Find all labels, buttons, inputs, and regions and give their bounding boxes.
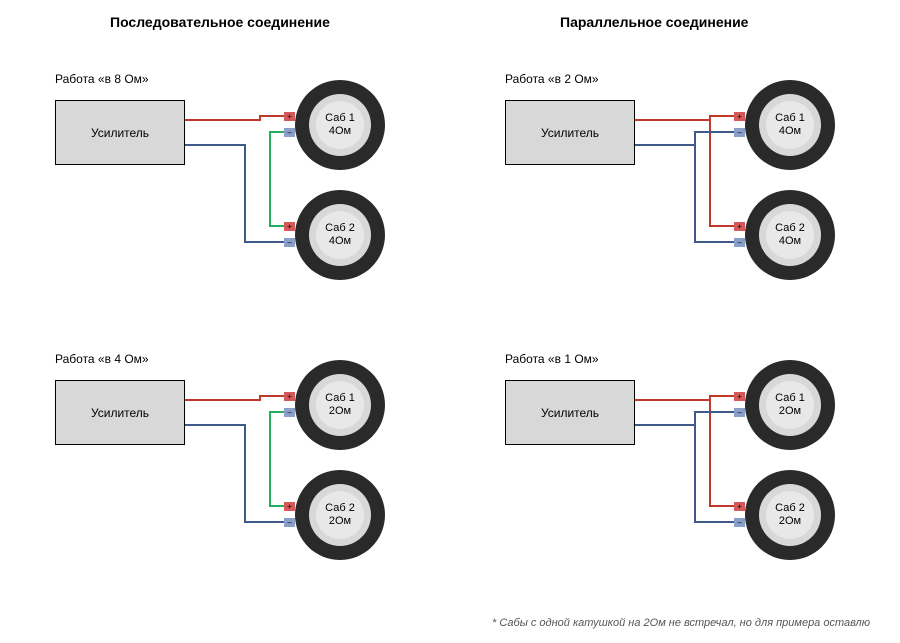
sub2-label: Саб 2: [775, 502, 805, 515]
panel-parallel-2ohm: Работа «в 2 Ом» Усилитель Саб 1 4Ом + – …: [485, 60, 865, 320]
terminal-plus-icon: +: [284, 112, 295, 121]
title-series: Последовательное соединение: [110, 14, 330, 30]
terminal-plus-icon: +: [734, 222, 745, 231]
sub1-label: Саб 1: [325, 392, 355, 405]
terminal-minus-icon: –: [734, 518, 745, 527]
footnote: * Сабы с одной катушкой на 2Ом не встреч…: [492, 617, 870, 629]
amplifier-box: Усилитель: [55, 380, 185, 445]
sub-inner-circle: Саб 1 2Ом: [766, 381, 814, 429]
terminal-plus-icon: +: [284, 222, 295, 231]
amplifier-box: Усилитель: [505, 380, 635, 445]
amp-label: Усилитель: [91, 126, 149, 140]
terminal-plus-icon: +: [284, 392, 295, 401]
terminal-minus-icon: –: [284, 128, 295, 137]
sub-inner-circle: Саб 1 2Ом: [316, 381, 364, 429]
sub-1: Саб 1 4Ом + –: [745, 80, 835, 170]
terminal-plus-icon: +: [734, 502, 745, 511]
sub1-label: Саб 1: [775, 392, 805, 405]
terminal-minus-icon: –: [284, 408, 295, 417]
sub-inner-circle: Саб 2 2Ом: [766, 491, 814, 539]
sub1-imp: 4Ом: [779, 125, 801, 138]
amplifier-box: Усилитель: [55, 100, 185, 165]
work-label: Работа «в 8 Ом»: [55, 72, 149, 86]
sub-inner-circle: Саб 2 2Ом: [316, 491, 364, 539]
sub-inner-circle: Саб 1 4Ом: [766, 101, 814, 149]
terminal-plus-icon: +: [734, 392, 745, 401]
amp-label: Усилитель: [91, 406, 149, 420]
sub2-imp: 2Ом: [329, 515, 351, 528]
sub1-imp: 4Ом: [329, 125, 351, 138]
sub1-label: Саб 1: [325, 112, 355, 125]
amp-label: Усилитель: [541, 406, 599, 420]
amplifier-box: Усилитель: [505, 100, 635, 165]
sub2-imp: 4Ом: [779, 235, 801, 248]
panel-series-8ohm: Работа «в 8 Ом» Усилитель Саб 1 4Ом + – …: [35, 60, 415, 320]
work-label: Работа «в 4 Ом»: [55, 352, 149, 366]
sub-1: Саб 1 2Ом + –: [745, 360, 835, 450]
terminal-minus-icon: –: [284, 238, 295, 247]
sub-2: Саб 2 2Ом + –: [745, 470, 835, 560]
panel-series-4ohm: Работа «в 4 Ом» Усилитель Саб 1 2Ом + – …: [35, 340, 415, 600]
terminal-plus-icon: +: [284, 502, 295, 511]
terminal-minus-icon: –: [734, 128, 745, 137]
sub-inner-circle: Саб 2 4Ом: [316, 211, 364, 259]
terminal-minus-icon: –: [734, 408, 745, 417]
panel-parallel-1ohm: Работа «в 1 Ом» Усилитель Саб 1 2Ом + – …: [485, 340, 865, 600]
sub-2: Саб 2 4Ом + –: [745, 190, 835, 280]
terminal-plus-icon: +: [734, 112, 745, 121]
work-label: Работа «в 2 Ом»: [505, 72, 599, 86]
sub-1: Саб 1 4Ом + –: [295, 80, 385, 170]
sub1-imp: 2Ом: [329, 405, 351, 418]
sub-2: Саб 2 2Ом + –: [295, 470, 385, 560]
sub-inner-circle: Саб 1 4Ом: [316, 101, 364, 149]
work-label: Работа «в 1 Ом»: [505, 352, 599, 366]
sub2-imp: 2Ом: [779, 515, 801, 528]
sub2-imp: 4Ом: [329, 235, 351, 248]
sub-inner-circle: Саб 2 4Ом: [766, 211, 814, 259]
sub1-imp: 2Ом: [779, 405, 801, 418]
sub1-label: Саб 1: [775, 112, 805, 125]
terminal-minus-icon: –: [284, 518, 295, 527]
sub-2: Саб 2 4Ом + –: [295, 190, 385, 280]
sub2-label: Саб 2: [775, 222, 805, 235]
title-parallel: Параллельное соединение: [560, 14, 748, 30]
terminal-minus-icon: –: [734, 238, 745, 247]
sub-1: Саб 1 2Ом + –: [295, 360, 385, 450]
amp-label: Усилитель: [541, 126, 599, 140]
sub2-label: Саб 2: [325, 222, 355, 235]
sub2-label: Саб 2: [325, 502, 355, 515]
